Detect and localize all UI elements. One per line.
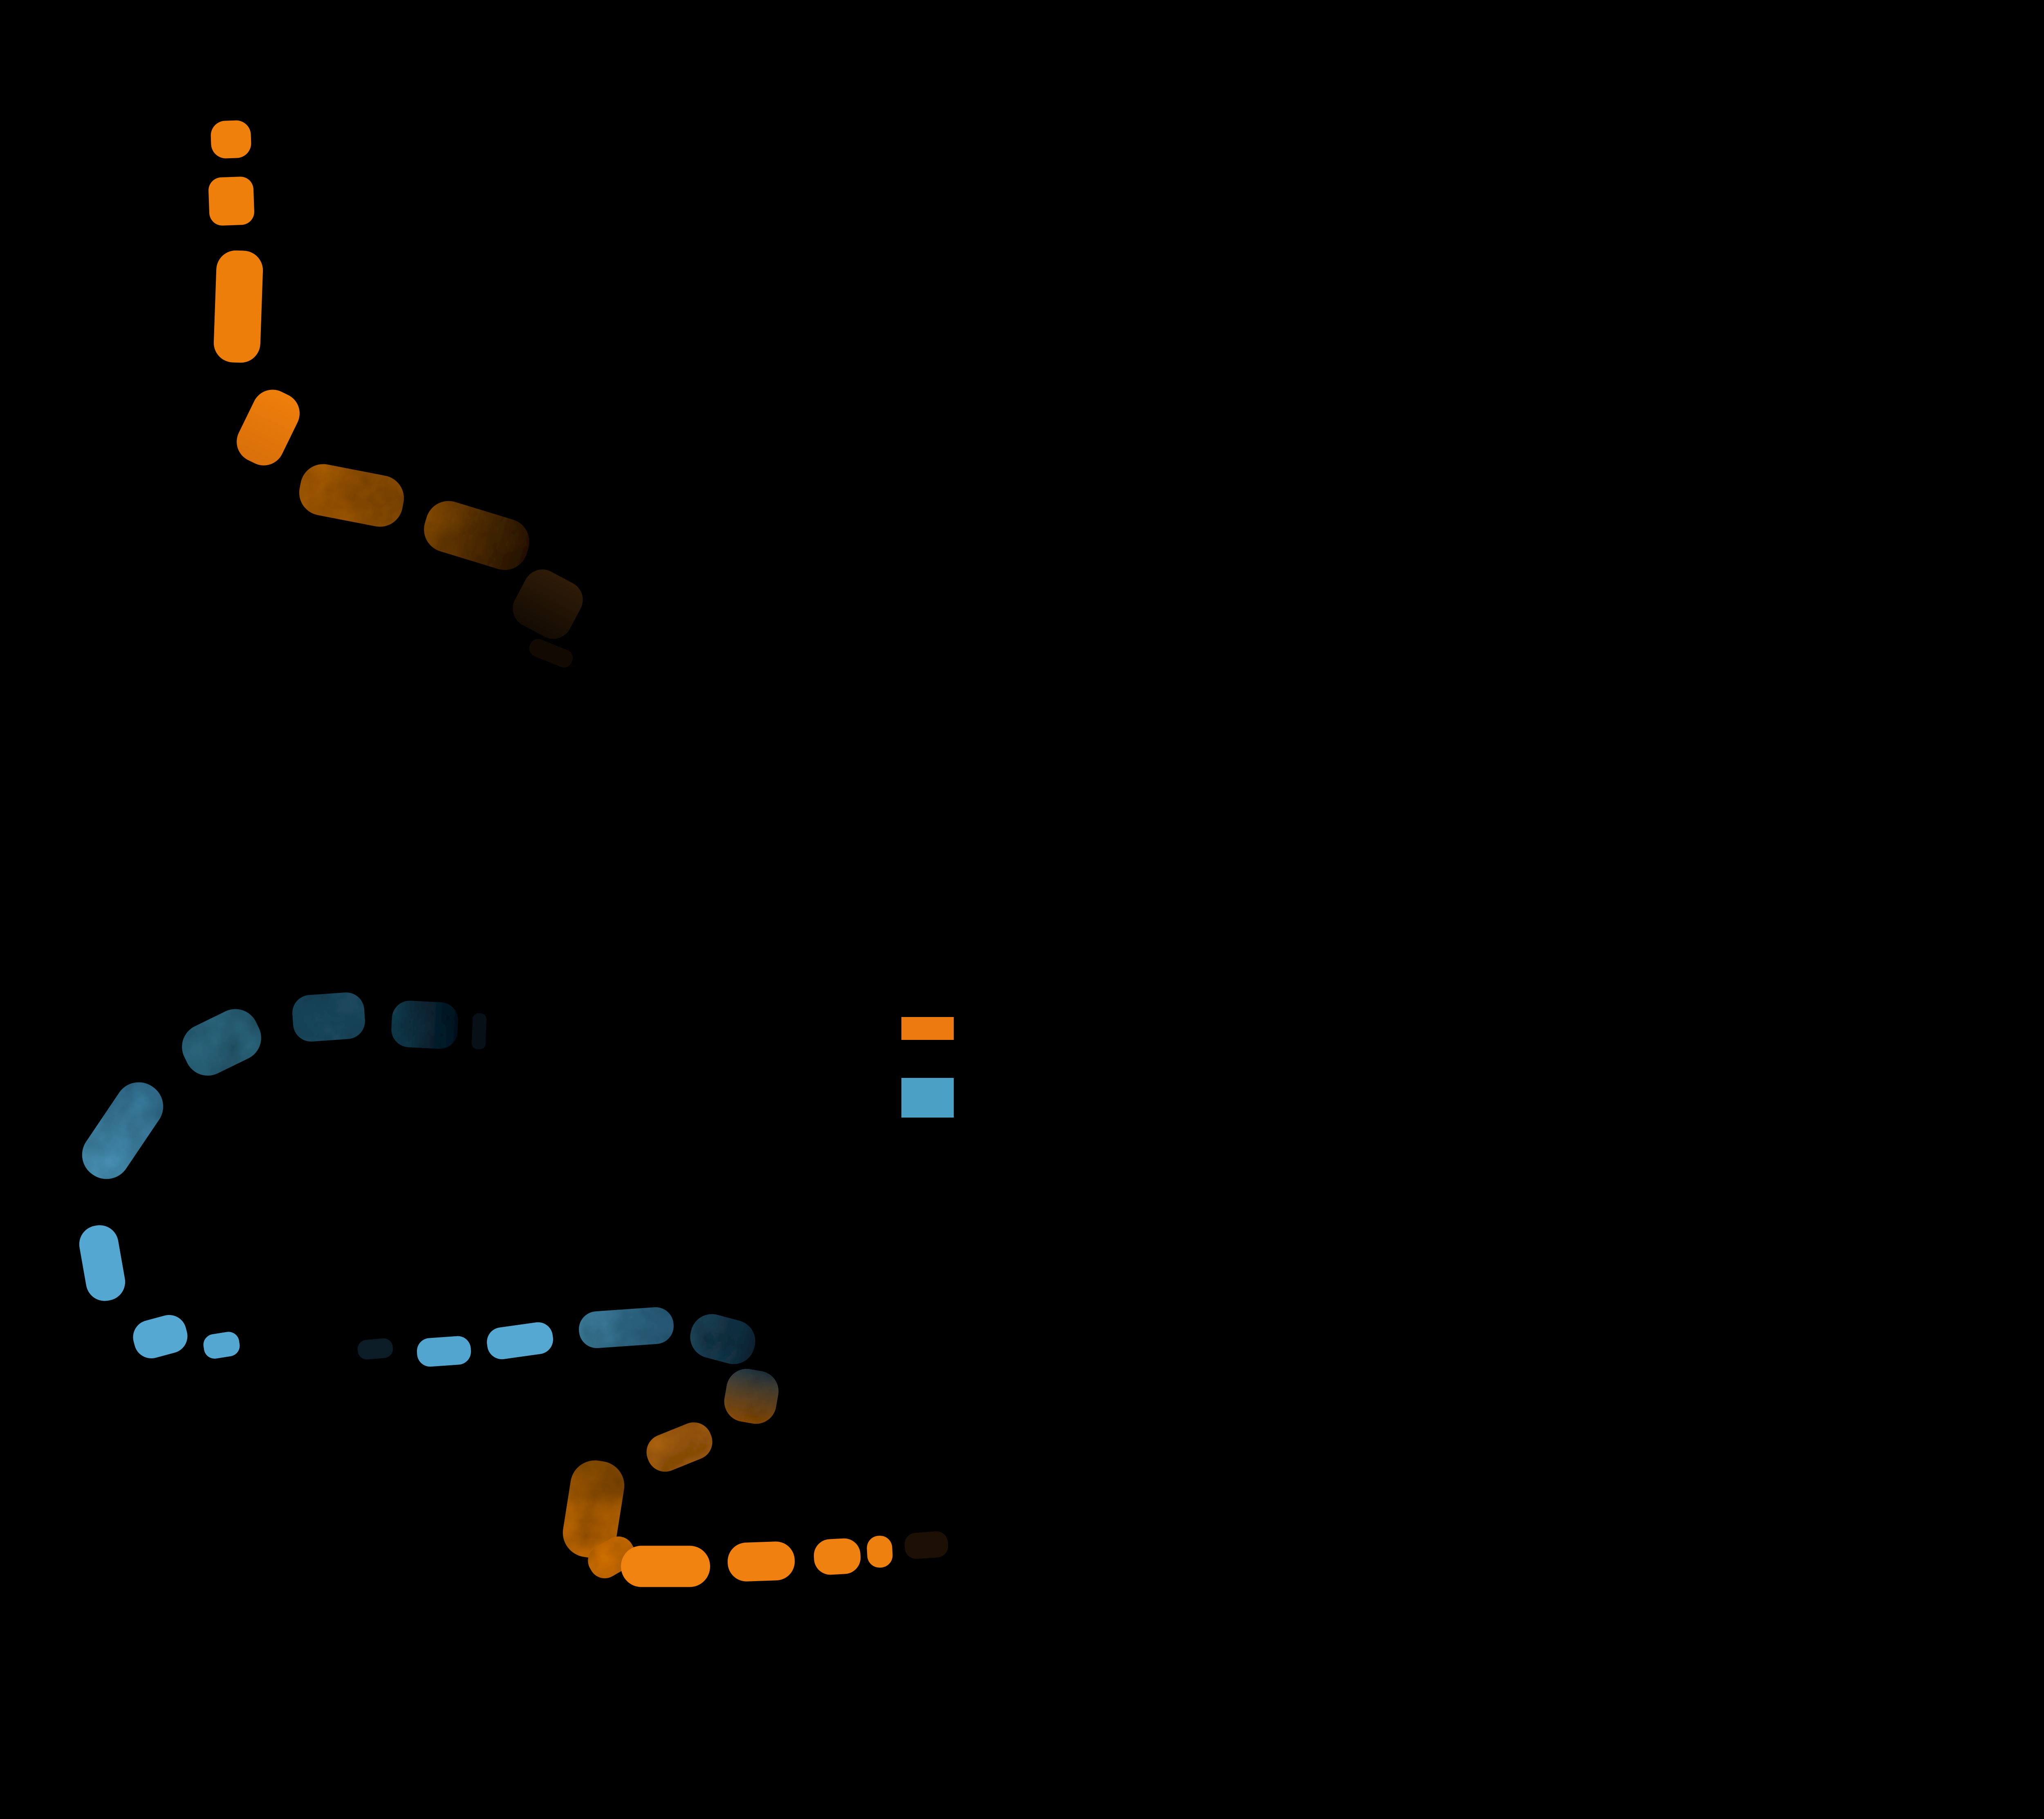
trail-dash bbox=[579, 1307, 674, 1349]
legend-swatch-orange bbox=[901, 1017, 954, 1040]
trail-dash bbox=[563, 1460, 625, 1558]
trail-dash bbox=[904, 1531, 948, 1559]
trail-dash bbox=[424, 501, 529, 570]
trail-dash bbox=[513, 569, 583, 639]
trail-dash bbox=[213, 250, 263, 363]
trail-dash bbox=[391, 1001, 458, 1049]
trail-dash bbox=[727, 1541, 795, 1582]
trail-dash bbox=[203, 1332, 240, 1359]
trail-dash bbox=[417, 1336, 471, 1367]
trail-dash bbox=[208, 177, 254, 226]
trail-dash bbox=[646, 1422, 713, 1472]
trail-dash bbox=[529, 639, 573, 668]
trail-dash bbox=[487, 1322, 553, 1360]
trail-dash bbox=[814, 1538, 861, 1575]
trails-layer bbox=[79, 120, 948, 1587]
trail-dash bbox=[79, 1225, 126, 1301]
trail-dash bbox=[237, 390, 300, 466]
trail-orange bbox=[208, 120, 583, 668]
trail-dash bbox=[357, 1338, 393, 1360]
legend-swatch-blue bbox=[901, 1078, 954, 1118]
trail-dash bbox=[133, 1315, 188, 1359]
trail-dash bbox=[211, 120, 251, 159]
trail-dash bbox=[867, 1535, 893, 1568]
trail-dash bbox=[471, 1013, 487, 1050]
trail-dash bbox=[724, 1369, 779, 1424]
trail-blue-orange bbox=[79, 992, 948, 1587]
trail-dash bbox=[299, 464, 404, 527]
trail-dash bbox=[82, 1082, 164, 1179]
trail-dash bbox=[182, 1009, 261, 1076]
legend bbox=[901, 1017, 954, 1118]
trail-dash bbox=[292, 992, 365, 1042]
trail-dash bbox=[690, 1314, 755, 1364]
trail-dash bbox=[621, 1546, 710, 1587]
